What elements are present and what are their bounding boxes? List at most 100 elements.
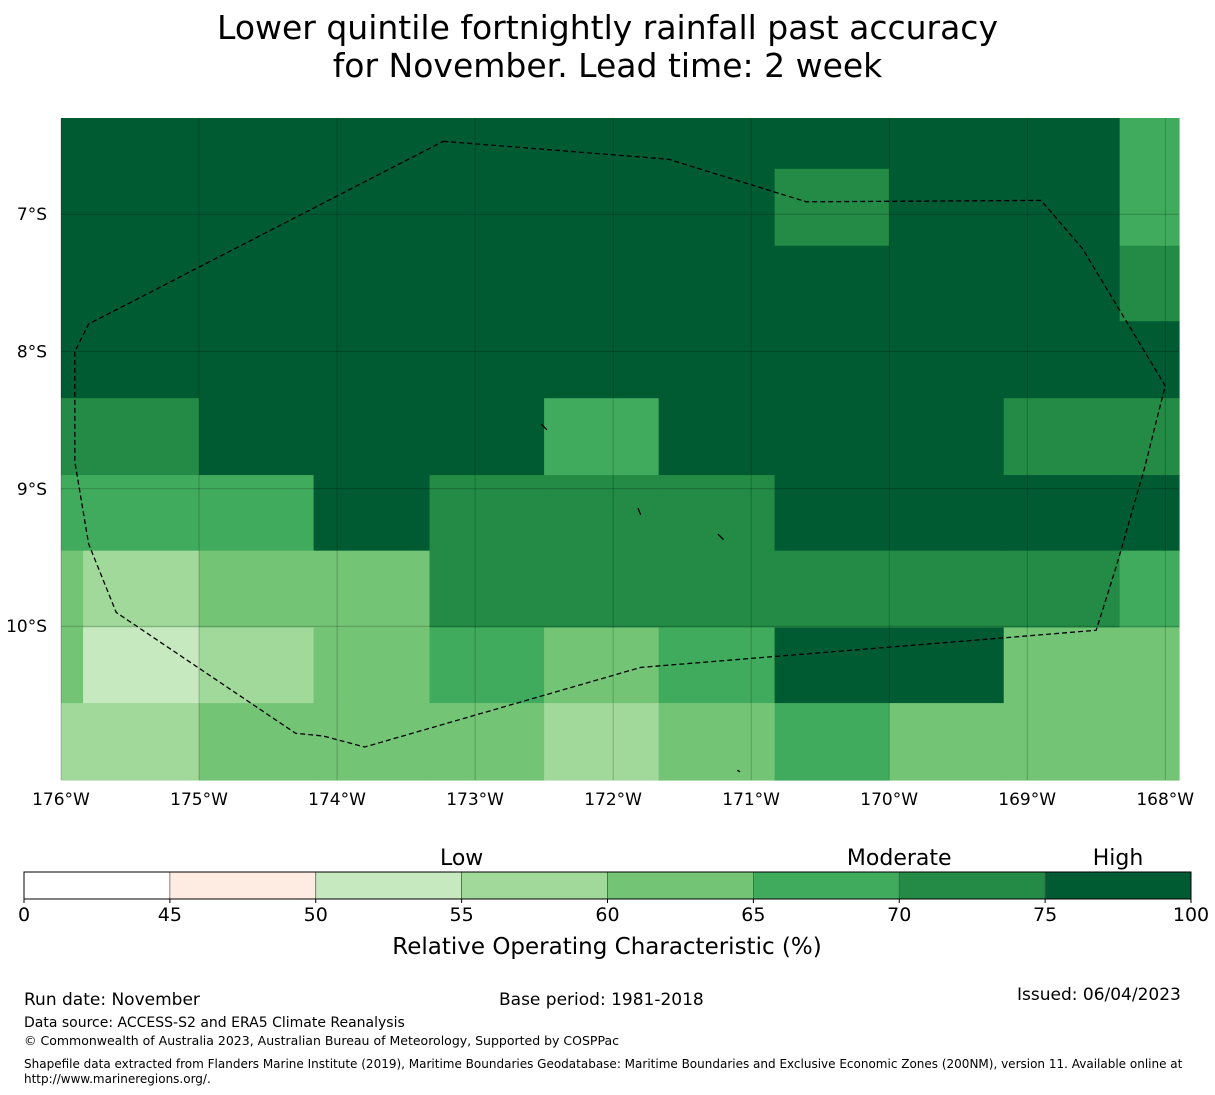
- rainfall-accuracy-map: 176°W 175°W 174°W 173°W 172°W 171°W 170°W 169°W…: [6, 118, 1194, 810]
- colorbar-segment: [607, 871, 754, 900]
- grid-cell: [889, 550, 1005, 629]
- island-outline: [737, 769, 741, 773]
- grid-cell: [1119, 118, 1180, 170]
- grid-cell: [83, 321, 200, 399]
- colorbar-category-label: High: [1093, 846, 1144, 871]
- grid-cell: [544, 550, 660, 629]
- grid-cell: [1119, 627, 1180, 704]
- grid-cell: [544, 245, 660, 322]
- grid-cell: [61, 118, 84, 170]
- grid-cell: [199, 321, 315, 399]
- grid-cell: [658, 703, 776, 781]
- longitude-label: 170°W: [860, 790, 918, 810]
- map-gridlines: [60, 118, 1179, 780]
- colorbar-category-label: Low: [440, 846, 483, 871]
- grid-cell: [1003, 245, 1121, 322]
- colorbar-segment: [315, 871, 462, 900]
- colorbar-tick-label: 70: [887, 904, 911, 926]
- grid-cell: [83, 550, 200, 629]
- grid-cell: [889, 118, 1005, 170]
- grid-cell: [774, 168, 890, 247]
- copyright-notice: © Commonwealth of Australia 2023, Austra…: [24, 1033, 619, 1048]
- grid-cell: [889, 168, 1005, 247]
- colorbar-segment: [898, 871, 1046, 900]
- grid-cell: [1003, 398, 1121, 476]
- grid-cell: [61, 321, 84, 399]
- grid-cell: [1119, 703, 1180, 781]
- colorbar-tick-label: 50: [304, 904, 328, 926]
- grid-cell: [1003, 321, 1121, 399]
- grid-cell: [1003, 168, 1121, 247]
- grid-cell: [774, 118, 890, 170]
- grid-cell: [1119, 321, 1180, 399]
- grid-cell: [889, 321, 1005, 399]
- grid-cell: [1119, 475, 1180, 552]
- grid-cell: [544, 321, 660, 399]
- shapefile-credit-line-2: http://www.marineregions.org/.: [24, 1072, 211, 1086]
- colorbar-segment: [461, 871, 608, 900]
- grid-cell: [83, 475, 200, 552]
- map-title-line-1: Lower quintile fortnightly rainfall past…: [217, 8, 998, 47]
- colorbar-segment: [753, 871, 900, 900]
- island-outline: [637, 507, 642, 516]
- longitude-label: 175°W: [170, 790, 228, 810]
- map-title-line-2: for November. Lead time: 2 week: [332, 46, 883, 85]
- longitude-label: 171°W: [722, 790, 780, 810]
- grid-cell: [429, 550, 545, 629]
- grid-cell: [544, 398, 660, 476]
- grid-cell: [1119, 245, 1180, 322]
- grid-cell: [313, 398, 431, 476]
- longitude-label: 172°W: [584, 790, 642, 810]
- run-date: Run date: November: [24, 990, 200, 1010]
- colorbar-category-label: Moderate: [847, 846, 952, 871]
- longitude-label: 168°W: [1136, 790, 1194, 810]
- grid-cell: [313, 627, 431, 704]
- grid-cell: [889, 475, 1005, 552]
- grid-cell: [889, 245, 1005, 322]
- grid-cell: [889, 703, 1005, 781]
- grid-cell: [774, 703, 890, 781]
- island-outline: [540, 423, 548, 431]
- longitude-label: 169°W: [998, 790, 1056, 810]
- grid-cell: [774, 475, 890, 552]
- grid-cell: [199, 703, 315, 781]
- grid-cell: [658, 550, 776, 629]
- latitude-label: 10°S: [6, 617, 47, 637]
- colorbar-tick-label: 100: [1173, 904, 1209, 926]
- grid-cell: [774, 550, 890, 629]
- grid-cell: [1119, 398, 1180, 476]
- colorbar-tick-label: 55: [450, 904, 474, 926]
- map-overlay: [74, 140, 1166, 773]
- grid-cell: [429, 245, 545, 322]
- grid-cell: [61, 168, 84, 247]
- grid-cell: [313, 168, 431, 247]
- colorbar-tick-label: 60: [595, 904, 619, 926]
- colorbar-tick-label: 45: [158, 904, 182, 926]
- map-grid-cells: [61, 118, 1180, 781]
- grid-cell: [429, 703, 545, 781]
- grid-cell: [1003, 703, 1121, 781]
- grid-cell: [889, 398, 1005, 476]
- colorbar-segment: [169, 871, 317, 900]
- grid-cell: [429, 321, 545, 399]
- longitude-tick-labels: 176°W 175°W 174°W 173°W 172°W 171°W 170°W 169°W…: [32, 790, 1194, 810]
- grid-cell: [658, 321, 776, 399]
- grid-cell: [658, 118, 776, 170]
- grid-cell: [774, 398, 890, 476]
- grid-cell: [61, 475, 84, 552]
- issued-date: Issued: 06/04/2023: [1017, 985, 1181, 1005]
- grid-cell: [199, 118, 315, 170]
- grid-cell: [429, 627, 545, 704]
- grid-cell: [199, 475, 315, 552]
- grid-cell: [1119, 550, 1180, 629]
- grid-cell: [313, 118, 431, 170]
- grid-cell: [83, 703, 200, 781]
- grid-cell: [889, 627, 1005, 704]
- shapefile-credit-line-1: Shapefile data extracted from Flanders M…: [24, 1057, 1183, 1071]
- grid-cell: [544, 168, 660, 247]
- grid-cell: [658, 398, 776, 476]
- grid-cell: [61, 627, 84, 704]
- eez-boundary: [74, 140, 1166, 748]
- grid-cell: [429, 168, 545, 247]
- latitude-tick-labels: 7°S 8°S 9°S 10°S: [6, 205, 47, 637]
